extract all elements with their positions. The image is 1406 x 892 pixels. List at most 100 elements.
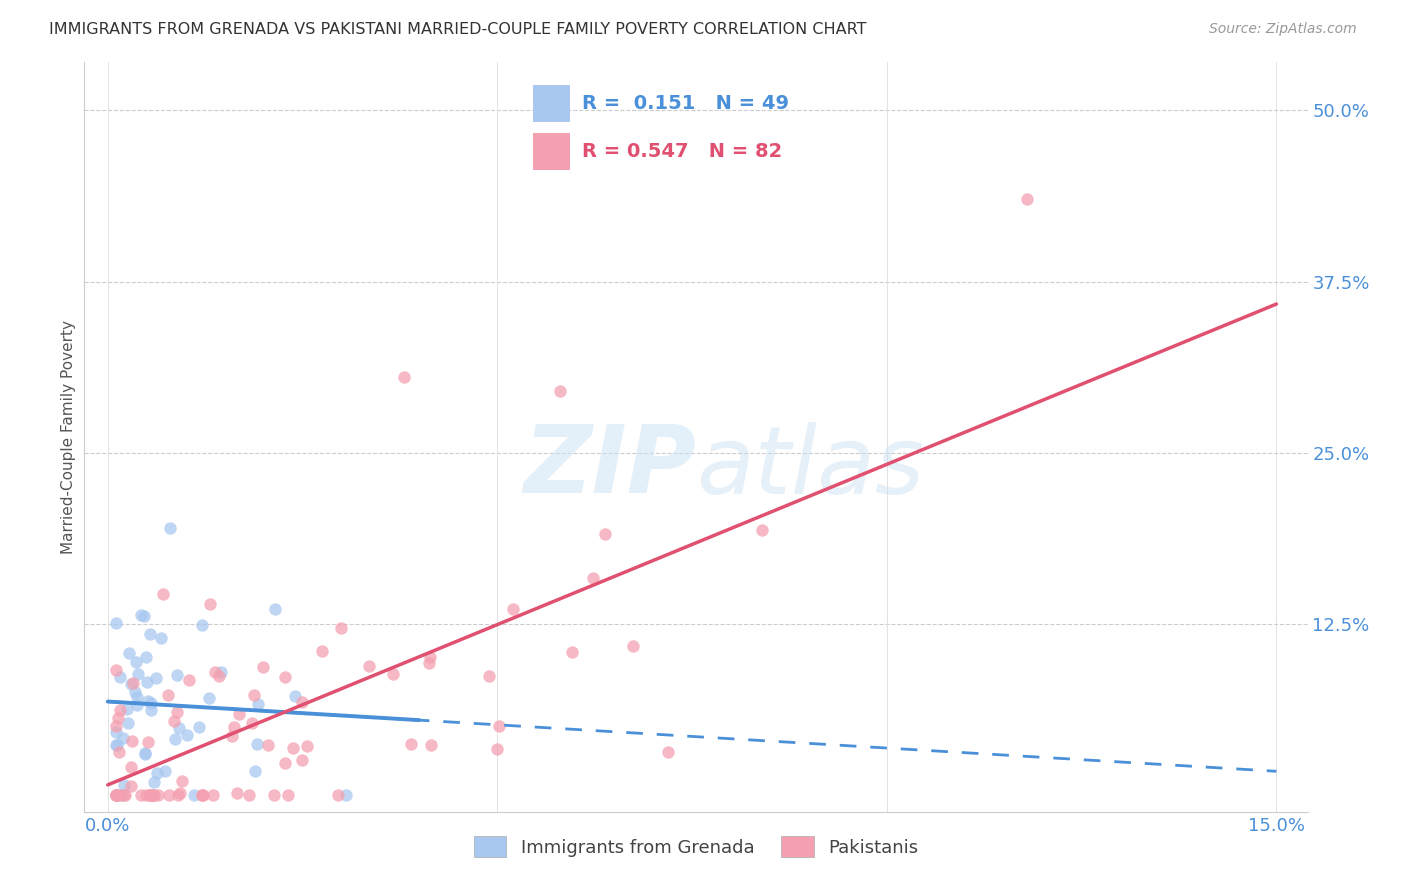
Point bbox=[135, 649, 157, 664]
Point bbox=[657, 746, 679, 760]
Point bbox=[548, 384, 571, 399]
Point bbox=[221, 729, 243, 743]
Point bbox=[328, 789, 350, 803]
Point bbox=[170, 773, 193, 788]
Point bbox=[120, 780, 142, 794]
Point bbox=[104, 725, 127, 739]
Point bbox=[139, 627, 162, 641]
Text: ZIP: ZIP bbox=[523, 421, 696, 513]
Point bbox=[488, 719, 510, 733]
Point bbox=[228, 706, 250, 721]
Point bbox=[112, 778, 135, 792]
Point bbox=[167, 721, 190, 735]
Point bbox=[136, 674, 159, 689]
Point bbox=[311, 644, 333, 658]
Text: atlas: atlas bbox=[696, 422, 924, 513]
FancyBboxPatch shape bbox=[533, 85, 569, 122]
Point bbox=[274, 670, 297, 684]
Point bbox=[224, 720, 246, 734]
Point bbox=[263, 602, 285, 616]
Point bbox=[252, 660, 274, 674]
Point bbox=[183, 789, 205, 803]
Point bbox=[357, 658, 380, 673]
Point bbox=[117, 716, 139, 731]
Point bbox=[139, 789, 162, 803]
Point bbox=[142, 775, 165, 789]
Text: IMMIGRANTS FROM GRENADA VS PAKISTANI MARRIED-COUPLE FAMILY POVERTY CORRELATION C: IMMIGRANTS FROM GRENADA VS PAKISTANI MAR… bbox=[49, 22, 866, 37]
Point bbox=[277, 789, 299, 803]
Y-axis label: Married-Couple Family Poverty: Married-Couple Family Poverty bbox=[60, 320, 76, 554]
Point bbox=[198, 691, 221, 706]
Point bbox=[121, 733, 143, 747]
Point bbox=[142, 789, 165, 803]
Point bbox=[418, 656, 440, 670]
Point bbox=[256, 738, 278, 752]
Point bbox=[112, 789, 135, 803]
Point bbox=[204, 665, 226, 680]
Point bbox=[163, 732, 186, 747]
Point bbox=[284, 689, 307, 703]
Point bbox=[245, 764, 267, 779]
Point bbox=[281, 741, 304, 756]
Point bbox=[167, 789, 190, 803]
FancyBboxPatch shape bbox=[533, 133, 569, 170]
Point bbox=[111, 789, 134, 803]
Point bbox=[152, 587, 174, 601]
Point bbox=[149, 631, 172, 645]
Point bbox=[136, 694, 159, 708]
Point bbox=[107, 745, 129, 759]
Point bbox=[153, 764, 176, 778]
Point bbox=[157, 789, 180, 803]
Point bbox=[177, 673, 200, 687]
Point bbox=[139, 789, 162, 803]
Point bbox=[124, 685, 146, 699]
Point bbox=[623, 639, 645, 653]
Point bbox=[132, 608, 155, 623]
Point bbox=[238, 789, 260, 803]
Point bbox=[135, 789, 157, 803]
Point bbox=[176, 728, 198, 742]
Point bbox=[243, 689, 266, 703]
Point bbox=[193, 789, 215, 803]
Point bbox=[201, 789, 224, 803]
Point bbox=[1017, 193, 1039, 207]
Point bbox=[419, 649, 441, 664]
Point bbox=[136, 735, 159, 749]
Point bbox=[141, 789, 163, 803]
Point bbox=[478, 669, 501, 683]
Point bbox=[115, 701, 138, 715]
Point bbox=[191, 789, 214, 803]
Point bbox=[191, 618, 214, 632]
Point bbox=[166, 668, 188, 682]
Text: R =  0.151   N = 49: R = 0.151 N = 49 bbox=[582, 94, 789, 113]
Point bbox=[108, 789, 131, 803]
Point bbox=[582, 571, 605, 585]
Point bbox=[125, 690, 148, 705]
Point bbox=[145, 671, 167, 685]
Point bbox=[104, 789, 127, 803]
Point bbox=[486, 742, 509, 756]
Point bbox=[104, 789, 127, 803]
Point bbox=[148, 789, 170, 803]
Point bbox=[105, 789, 128, 803]
Point bbox=[105, 739, 128, 753]
Point bbox=[198, 597, 221, 611]
Point bbox=[120, 677, 142, 691]
Point bbox=[125, 698, 148, 713]
Point bbox=[118, 646, 141, 660]
Point bbox=[129, 789, 152, 803]
Point bbox=[420, 738, 443, 752]
Legend: Immigrants from Grenada, Pakistanis: Immigrants from Grenada, Pakistanis bbox=[464, 828, 928, 866]
Point bbox=[226, 786, 249, 800]
Point bbox=[240, 715, 263, 730]
Point bbox=[139, 703, 162, 717]
Point bbox=[142, 789, 165, 803]
Point bbox=[120, 760, 142, 774]
Point bbox=[246, 737, 269, 751]
Point bbox=[291, 694, 314, 708]
Point bbox=[156, 688, 179, 702]
Text: Source: ZipAtlas.com: Source: ZipAtlas.com bbox=[1209, 22, 1357, 37]
Point bbox=[191, 789, 214, 803]
Point bbox=[114, 789, 136, 803]
Point bbox=[141, 789, 163, 803]
